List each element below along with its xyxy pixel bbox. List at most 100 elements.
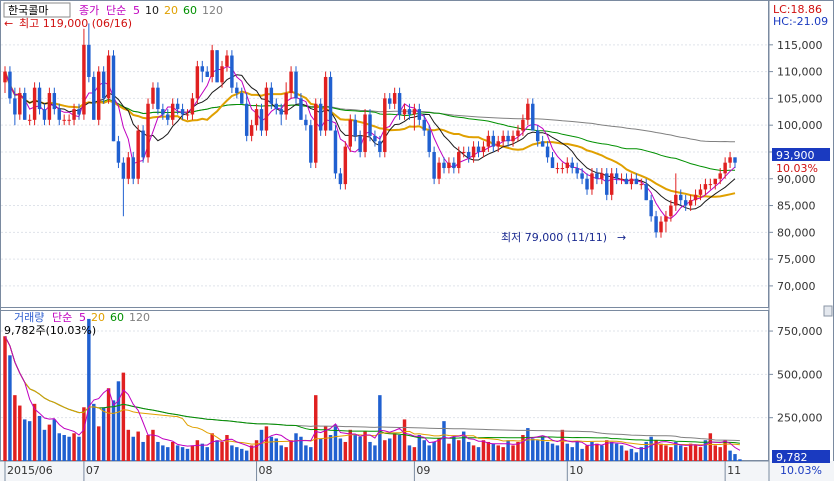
- candle-body: [422, 119, 426, 131]
- volume-moving-average-lines: [4, 336, 741, 451]
- volume-bar: [698, 447, 703, 461]
- volume-bar: [570, 447, 574, 461]
- candle-body: [402, 109, 407, 115]
- price-tick-label: 100,000: [777, 119, 823, 132]
- volume-bar: [27, 421, 32, 461]
- volume-bar: [47, 424, 52, 461]
- candle: [151, 82, 155, 110]
- candle: [126, 151, 131, 185]
- volume-bar: [244, 450, 249, 461]
- volume-bar: [32, 403, 37, 461]
- candle-body: [215, 50, 219, 83]
- candle-body: [57, 109, 61, 120]
- volume-bar: [42, 429, 47, 461]
- volume-bar: [447, 443, 451, 461]
- candle: [8, 66, 12, 104]
- candle: [215, 50, 219, 83]
- volume-bar: [126, 429, 131, 461]
- volume-bar: [190, 445, 195, 461]
- volume-bar: [333, 424, 338, 461]
- volume-bar: [141, 441, 145, 461]
- stock-name-box[interactable]: [3, 2, 71, 18]
- volume-bar: [220, 441, 224, 461]
- volume-bar: [170, 441, 175, 461]
- stock-name: 한국콜마: [8, 4, 48, 17]
- candle-body: [284, 93, 288, 115]
- candle-body: [96, 71, 101, 120]
- candle-body: [47, 93, 52, 120]
- volume-bar: [605, 440, 609, 461]
- volume-bar: [481, 440, 486, 461]
- volume-bar: [304, 445, 308, 461]
- candle-body: [476, 146, 481, 152]
- candle-body: [486, 135, 491, 147]
- candle: [496, 135, 500, 152]
- volume-bar: [496, 445, 500, 461]
- volume-bar: [664, 445, 668, 461]
- candle-body: [639, 184, 644, 186]
- volume-ma5-line: [4, 336, 741, 451]
- candle: [733, 157, 737, 169]
- candle-body: [170, 103, 175, 120]
- candle: [461, 146, 466, 158]
- candle: [511, 130, 515, 147]
- candle: [506, 130, 510, 147]
- volume-bar: [368, 441, 372, 461]
- candle-body: [67, 119, 71, 121]
- candle-body: [309, 125, 313, 163]
- volume-bar: [323, 426, 328, 461]
- panel-resize-handle[interactable]: [823, 305, 833, 317]
- candle: [318, 98, 323, 136]
- volume-bar: [72, 433, 76, 461]
- hc-label: HC:-21.09: [773, 15, 828, 28]
- candle: [363, 109, 367, 158]
- volume-bar: [373, 445, 377, 461]
- candle-body: [220, 66, 224, 83]
- volume-bar: [8, 355, 12, 461]
- volume-bar: [151, 429, 155, 461]
- candle-body: [274, 103, 279, 110]
- volume-bar: [195, 440, 200, 461]
- current-price-box: [772, 148, 830, 161]
- candle-body: [383, 98, 387, 152]
- volume-bar: [733, 454, 737, 461]
- legend-entry: 20: [164, 4, 178, 17]
- candle-body: [634, 178, 639, 185]
- candle: [82, 28, 86, 120]
- volume-bar: [718, 447, 722, 461]
- candle-body: [363, 114, 367, 152]
- candle: [432, 146, 436, 185]
- candle: [348, 114, 352, 152]
- candle-body: [254, 109, 259, 126]
- volume-bar: [595, 443, 599, 461]
- candle: [220, 60, 224, 88]
- volume-bar: [230, 445, 234, 461]
- candle-body: [240, 93, 244, 104]
- candle: [378, 135, 382, 158]
- candle-body: [294, 71, 298, 99]
- candle: [442, 157, 446, 174]
- candle-body: [230, 55, 234, 88]
- volume-bar: [131, 436, 135, 461]
- volume-bar: [708, 433, 713, 461]
- candle-body: [210, 50, 214, 77]
- high-arrow-icon: ←: [4, 17, 13, 30]
- volume-bar: [294, 433, 298, 461]
- candle: [590, 168, 594, 195]
- legend-entry: 120: [202, 4, 223, 17]
- volume-readout: 9,782주(10.03%): [4, 324, 96, 337]
- volume-bar: [378, 395, 382, 461]
- candle: [545, 141, 550, 163]
- candle-body: [649, 200, 653, 217]
- candle-body: [200, 66, 205, 72]
- candle: [708, 178, 713, 190]
- candle: [383, 93, 387, 158]
- candle: [629, 173, 634, 190]
- volume-bar: [200, 443, 205, 461]
- volume-bar: [106, 388, 111, 461]
- candle: [230, 50, 234, 94]
- candle-body: [116, 141, 121, 163]
- candle: [170, 98, 175, 126]
- candle-body: [693, 194, 698, 201]
- candle-body: [151, 87, 155, 104]
